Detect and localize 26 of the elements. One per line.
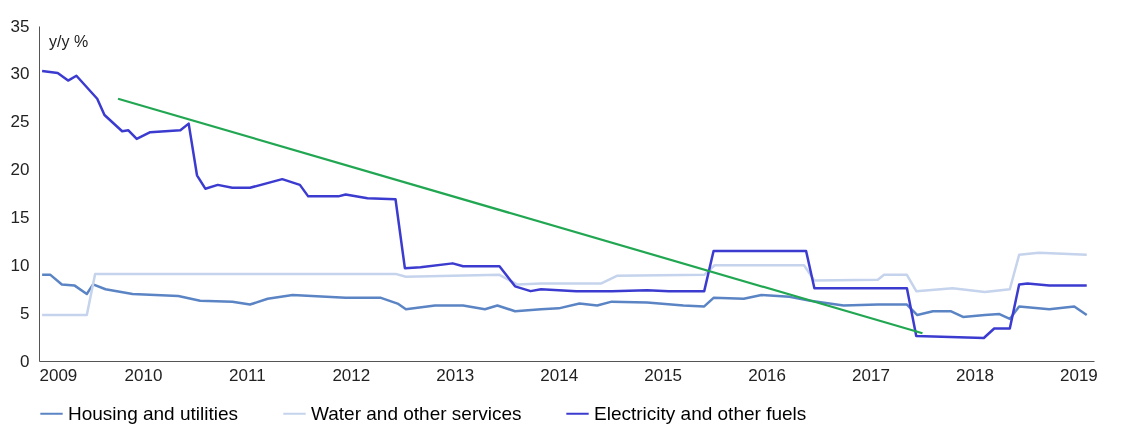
x-tick-label: 2016	[748, 365, 786, 385]
y-tick-label: 30	[10, 64, 30, 84]
x-tick-label: 2013	[436, 365, 475, 385]
x-tick-label: 2015	[644, 365, 683, 385]
y-tick-label: 10	[10, 255, 30, 275]
x-tick-label: 2010	[124, 365, 163, 385]
y-tick-label: 20	[10, 160, 30, 180]
y-tick-label: 35	[10, 16, 30, 36]
legend-label: Housing and utilities	[68, 402, 239, 424]
x-tick-label: 2018	[956, 365, 994, 385]
y-axis-title: y/y %	[49, 33, 89, 50]
line-series	[40, 69, 1088, 340]
y-tick-label: 0	[20, 351, 30, 371]
legend-label: Electricity and other fuels	[594, 402, 807, 424]
x-tick-label: 2017	[852, 365, 890, 385]
y-tick-label: 25	[10, 112, 30, 132]
x-tick-label: 2011	[229, 365, 266, 385]
legend-label: Water and other services	[311, 402, 522, 424]
x-tick-label: 2012	[332, 365, 371, 385]
y-tick-label: 5	[20, 303, 30, 323]
line-series	[40, 251, 1088, 317]
x-tick-label: 2019	[1059, 365, 1098, 385]
x-tick-label: 2014	[540, 365, 579, 385]
x-tick-label: 2009	[39, 365, 78, 385]
y-tick-label: 15	[10, 207, 30, 227]
line-series	[40, 273, 1088, 321]
